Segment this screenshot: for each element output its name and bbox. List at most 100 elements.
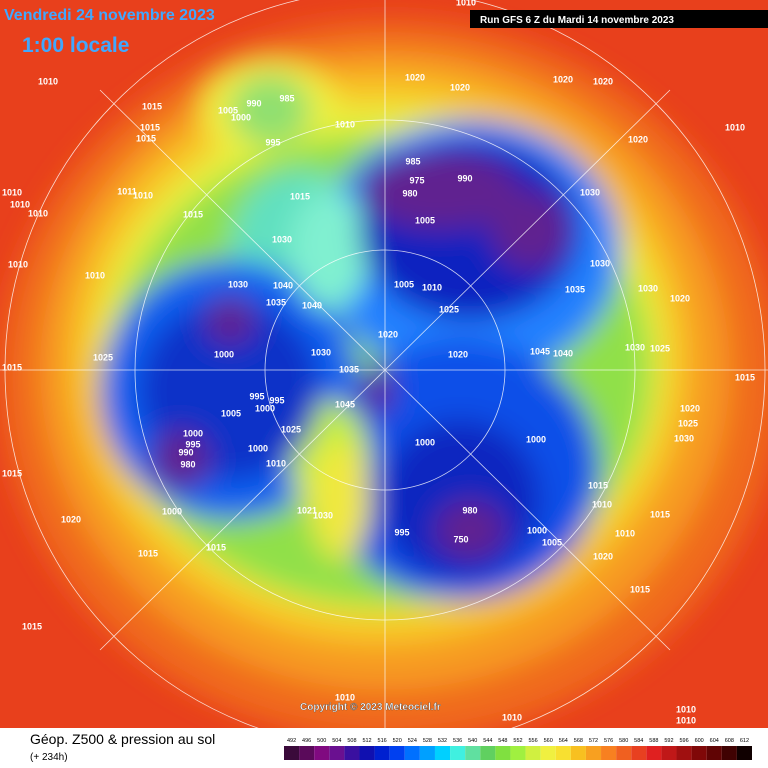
forecast-time: 1:00 locale [22,34,129,57]
isobar-label: 1025 [439,304,459,314]
colorbar-cell [495,746,511,760]
isobar-label: 1035 [339,364,359,374]
colorbar-label: 600 [695,738,704,744]
colorbar-label: 560 [544,738,553,744]
colorbar-cell [344,746,360,760]
colorbar-label: 556 [529,738,538,744]
isobar-label: 1015 [2,468,22,478]
colorbar-cell [434,746,451,760]
isobar-label: 980 [462,505,477,515]
colorbar-label: 524 [408,738,417,744]
isobar-label: 1005 [394,279,414,289]
isobar-label: 1010 [10,199,30,209]
isobar-label: 985 [405,156,420,166]
colorbar-cell [389,746,405,760]
colorbar-label: 496 [302,738,311,744]
isobar-label: 1020 [378,329,398,339]
isobar-label: 1010 [422,282,442,292]
colorbar-cell [540,746,556,760]
run-banner [470,10,768,28]
isobar-label: 1021 [297,505,317,515]
isobar-label: 1020 [61,514,81,524]
colorbar-label: 492 [287,738,296,744]
isobar-label: 1040 [553,348,573,358]
colorbar-label: 552 [513,738,522,744]
isobar-label: 1030 [674,433,694,443]
isobar-label: 1020 [405,72,425,82]
colorbar-cell [299,746,315,760]
isobar-label: 995 [249,391,264,401]
isobar-label: 1015 [290,191,310,201]
isobar-label: 1015 [136,133,156,143]
isobar-label: 1000 [527,525,547,535]
colorbar-label: 612 [740,738,749,744]
colorbar-cell [646,746,662,760]
isobar-label: 1010 [28,208,48,218]
colorbar-label: 596 [679,738,688,744]
isobar-label: 995 [185,439,200,449]
isobar-label: 980 [180,459,195,469]
colorbar-cell [359,746,375,760]
colorbar-label: 548 [498,738,507,744]
isobar-label: 1010 [676,704,696,714]
colorbar-cell [585,746,602,760]
isobar-label: 1010 [266,458,286,468]
isobar-label: 1030 [272,234,292,244]
isobar-label: 1020 [628,134,648,144]
colorbar-cell [570,746,586,760]
isobar-label: 1005 [542,537,562,547]
isobar-label: 1010 [615,528,635,538]
colorbar-cell [450,746,466,760]
isobar-label: 1010 [133,190,153,200]
isobar-label: 1005 [221,408,241,418]
isobar-label: 995 [394,527,409,537]
colorbar-label: 532 [438,738,447,744]
colorbar-label: 544 [483,738,492,744]
isobar-label: 1030 [311,347,331,357]
isobar-label: 1015 [588,480,608,490]
colorbar-label: 520 [393,738,402,744]
isobar-label: 1000 [415,437,435,447]
isobar-label: 1020 [680,403,700,413]
isobar-label: 1020 [553,74,573,84]
isobar-label: 990 [246,98,261,108]
isobar-label: 995 [269,395,284,405]
isobar-label: 1015 [630,584,650,594]
isobar-label: 1025 [650,343,670,353]
run-info: Run GFS 6 Z du Mardi 14 novembre 2023 [480,15,674,26]
isobar-label: 1045 [335,399,355,409]
isobar-label: 1040 [273,280,293,290]
colorbar-cell [314,746,330,760]
isobar-label: 1045 [530,346,550,356]
isobar-label: 1015 [206,542,226,552]
isobar-label: 1010 [85,270,105,280]
isobar-label: 1015 [650,509,670,519]
colorbar-cell [419,746,435,760]
colorbar-cell [616,746,632,760]
colorbar-label: 588 [649,738,658,744]
colorbar-cell [329,746,345,760]
isobar-label: 1010 [8,259,28,269]
colorbar-cell [676,746,692,760]
colorbar-cell [284,746,300,760]
isobar-label: 980 [402,188,417,198]
isobar-label: 1005 [415,215,435,225]
colorbar-label: 568 [574,738,583,744]
footer-title: Géop. Z500 & pression au sol [30,731,215,747]
colorbar-label: 604 [710,738,719,744]
isobar-label: 1020 [450,82,470,92]
isobar-label: 1010 [456,0,476,7]
colorbar-label: 540 [468,738,477,744]
isobar-label: 1010 [592,499,612,509]
isobar-label: 1025 [678,418,698,428]
isobar-label: 1010 [2,187,22,197]
isobar-label: 1030 [638,283,658,293]
isobar-label: 1030 [625,342,645,352]
isobar-label: 1000 [248,443,268,453]
isobar-label: 1030 [228,279,248,289]
isobar-label: 1000 [162,506,182,516]
isobar-label: 1010 [676,715,696,725]
isobar-label: 1000 [255,403,275,413]
